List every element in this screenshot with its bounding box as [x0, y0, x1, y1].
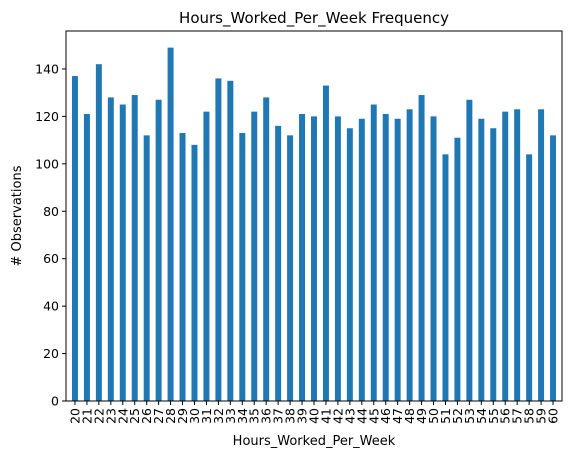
y-tick-label: 20	[43, 346, 59, 361]
bar-35	[251, 111, 258, 402]
chart-title: Hours_Worked_Per_Week Frequency	[179, 9, 449, 28]
bar-29	[179, 132, 186, 401]
bar-43	[346, 128, 353, 401]
bar-56	[502, 111, 509, 402]
bar-25	[131, 95, 138, 402]
x-tick-label: 33	[223, 408, 238, 424]
x-tick-label: 53	[462, 408, 477, 424]
x-axis: 2021222324252627282930313233343536373839…	[67, 401, 561, 424]
bar-30	[191, 144, 198, 401]
x-tick-label: 22	[91, 408, 106, 424]
bar-26	[143, 135, 150, 401]
x-tick-label: 48	[402, 408, 417, 424]
x-tick-label: 59	[534, 408, 549, 424]
bar-49	[418, 95, 425, 402]
x-tick-label: 56	[498, 408, 513, 424]
x-tick-label: 29	[175, 408, 190, 424]
x-tick-label: 58	[522, 408, 537, 424]
y-tick-label: 80	[43, 204, 59, 219]
bar-47	[394, 118, 401, 401]
y-tick-label: 140	[35, 61, 59, 76]
x-tick-label: 31	[199, 408, 214, 424]
bar-50	[430, 116, 437, 401]
x-tick-label: 41	[318, 408, 333, 424]
x-tick-label: 24	[115, 408, 130, 424]
plot-frame	[65, 30, 563, 402]
bar-31	[203, 111, 210, 402]
bar-27	[155, 99, 162, 402]
bar-34	[239, 132, 246, 401]
bar-20	[71, 76, 78, 402]
bar-28	[167, 47, 174, 401]
y-tick-label: 120	[35, 109, 59, 124]
bar-42	[334, 116, 341, 401]
x-tick-label: 37	[271, 408, 286, 424]
x-tick-label: 44	[354, 408, 369, 424]
bar-39	[299, 114, 306, 401]
bar-57	[514, 109, 521, 402]
x-tick-label: 43	[342, 408, 357, 424]
bar-22	[95, 64, 102, 401]
bar-24	[119, 104, 126, 402]
x-tick-label: 42	[330, 408, 345, 424]
bar-38	[287, 135, 294, 401]
x-tick-label: 26	[139, 408, 154, 424]
bar-36	[263, 97, 270, 402]
bar-21	[83, 114, 90, 401]
x-tick-label: 27	[151, 408, 166, 424]
bar-53	[466, 99, 473, 402]
bar-55	[490, 128, 497, 401]
x-tick-label: 30	[187, 408, 202, 424]
x-tick-label: 35	[247, 408, 262, 424]
bar-60	[550, 135, 557, 401]
x-tick-label: 38	[283, 408, 298, 424]
x-tick-label: 21	[79, 408, 94, 424]
bar-48	[406, 109, 413, 402]
x-tick-label: 36	[259, 408, 274, 424]
bar-59	[538, 109, 545, 402]
x-tick-label: 57	[510, 408, 525, 424]
bar-44	[358, 118, 365, 401]
bar-23	[107, 97, 114, 402]
bar-32	[215, 78, 222, 401]
y-tick-label: 0	[51, 394, 59, 409]
y-tick-label: 40	[43, 299, 59, 314]
bar-37	[275, 125, 282, 401]
x-tick-label: 51	[438, 408, 453, 424]
bar-45	[370, 104, 377, 402]
x-tick-label: 20	[67, 408, 82, 424]
x-tick-label: 34	[235, 408, 250, 424]
x-tick-label: 49	[414, 408, 429, 424]
x-tick-label: 55	[486, 408, 501, 424]
x-tick-label: 60	[546, 408, 561, 424]
x-tick-label: 23	[103, 408, 118, 424]
x-tick-label: 39	[295, 408, 310, 424]
bars-group	[71, 47, 557, 402]
x-tick-label: 50	[426, 408, 441, 424]
x-tick-label: 32	[211, 408, 226, 424]
bar-51	[442, 154, 449, 401]
x-tick-label: 28	[163, 408, 178, 424]
x-tick-label: 52	[450, 408, 465, 424]
x-tick-label: 54	[474, 408, 489, 424]
y-tick-label: 100	[35, 156, 59, 171]
bar-41	[322, 85, 329, 402]
y-axis: 0 20 40 60 80 100 120 140	[35, 61, 66, 409]
x-tick-label: 40	[307, 408, 322, 424]
x-tick-label: 45	[366, 408, 381, 424]
y-tick-label: 60	[43, 251, 59, 266]
bar-40	[311, 116, 317, 401]
bar-46	[382, 114, 389, 401]
bar-54	[478, 118, 485, 401]
bar-33	[227, 80, 234, 402]
y-axis-label: # Observations	[10, 165, 25, 266]
bar-58	[526, 154, 533, 401]
x-tick-label: 46	[378, 408, 393, 424]
x-tick-label: 47	[390, 408, 405, 424]
x-tick-label: 25	[127, 408, 142, 424]
x-axis-label: Hours_Worked_Per_Week	[233, 434, 396, 449]
bar-52	[454, 137, 461, 401]
